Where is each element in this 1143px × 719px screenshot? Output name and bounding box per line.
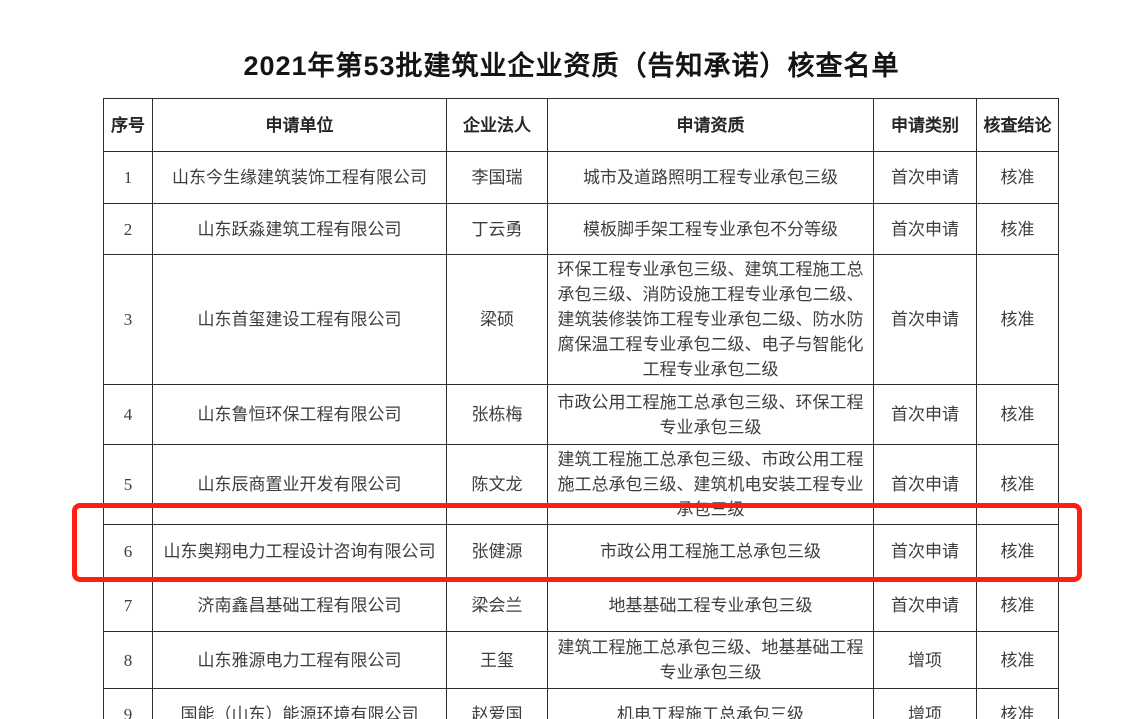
cell-legal: 梁硕 (446, 254, 548, 385)
cell-conclusion: 核准 (976, 578, 1059, 632)
cell-category: 首次申请 (873, 254, 977, 385)
cell-category: 首次申请 (873, 444, 977, 525)
cell-category: 首次申请 (873, 151, 977, 204)
page-title: 2021年第53批建筑业企业资质（告知承诺）核查名单 (243, 51, 900, 81)
cell-seq: 1 (103, 151, 153, 204)
cell-legal: 梁会兰 (446, 578, 548, 632)
cell-category: 增项 (873, 688, 977, 719)
cell-seq: 4 (103, 384, 153, 445)
cell-legal: 赵爱国 (446, 688, 548, 719)
cell-seq: 6 (103, 524, 153, 579)
cell-company: 山东奥翔电力工程设计咨询有限公司 (152, 524, 447, 579)
cell-qualification: 市政公用工程施工总承包三级 (547, 524, 874, 579)
table-row: 7 济南鑫昌基础工程有限公司 梁会兰 地基基础工程专业承包三级 首次申请 核准 (103, 578, 1059, 632)
cell-qualification: 建筑工程施工总承包三级、市政公用工程施工总承包三级、建筑机电安装工程专业承包三级 (547, 444, 874, 525)
table-row: 3 山东首玺建设工程有限公司 梁硕 环保工程专业承包三级、建筑工程施工总承包三级… (103, 254, 1059, 385)
column-header-category: 申请类别 (873, 98, 977, 152)
cell-legal: 张健源 (446, 524, 548, 579)
cell-legal: 陈文龙 (446, 444, 548, 525)
cell-category: 首次申请 (873, 578, 977, 632)
cell-seq: 5 (103, 444, 153, 525)
table-row: 5 山东辰商置业开发有限公司 陈文龙 建筑工程施工总承包三级、市政公用工程施工总… (103, 444, 1059, 525)
cell-company: 山东跃淼建筑工程有限公司 (152, 203, 447, 255)
cell-qualification: 地基基础工程专业承包三级 (547, 578, 874, 632)
cell-conclusion: 核准 (976, 203, 1059, 255)
cell-conclusion: 核准 (976, 524, 1059, 579)
table-row: 4 山东鲁恒环保工程有限公司 张栋梅 市政公用工程施工总承包三级、环保工程专业承… (103, 384, 1059, 445)
cell-conclusion: 核准 (976, 384, 1059, 445)
cell-seq: 7 (103, 578, 153, 632)
cell-qualification: 环保工程专业承包三级、建筑工程施工总承包三级、消防设施工程专业承包二级、建筑装修… (547, 254, 874, 385)
column-header-seq: 序号 (103, 98, 153, 152)
column-header-legal: 企业法人 (446, 98, 548, 152)
cell-seq: 8 (103, 631, 153, 689)
column-header-qualification: 申请资质 (547, 98, 874, 152)
cell-company: 国能（山东）能源环境有限公司 (152, 688, 447, 719)
cell-conclusion: 核准 (976, 631, 1059, 689)
cell-company: 山东鲁恒环保工程有限公司 (152, 384, 447, 445)
cell-seq: 3 (103, 254, 153, 385)
cell-conclusion: 核准 (976, 151, 1059, 204)
cell-category: 首次申请 (873, 524, 977, 579)
cell-qualification: 市政公用工程施工总承包三级、环保工程专业承包三级 (547, 384, 874, 445)
table-row-highlighted: 6 山东奥翔电力工程设计咨询有限公司 张健源 市政公用工程施工总承包三级 首次申… (103, 524, 1059, 579)
cell-conclusion: 核准 (976, 688, 1059, 719)
table-row: 8 山东雅源电力工程有限公司 王玺 建筑工程施工总承包三级、地基基础工程专业承包… (103, 631, 1059, 689)
cell-legal: 李国瑞 (446, 151, 548, 204)
cell-category: 首次申请 (873, 203, 977, 255)
column-header-company: 申请单位 (152, 98, 447, 152)
cell-qualification: 模板脚手架工程专业承包不分等级 (547, 203, 874, 255)
table-row: 1 山东今生缘建筑装饰工程有限公司 李国瑞 城市及道路照明工程专业承包三级 首次… (103, 151, 1059, 204)
cell-company: 山东雅源电力工程有限公司 (152, 631, 447, 689)
cell-company: 济南鑫昌基础工程有限公司 (152, 578, 447, 632)
cell-conclusion: 核准 (976, 444, 1059, 525)
cell-conclusion: 核准 (976, 254, 1059, 385)
cell-qualification: 城市及道路照明工程专业承包三级 (547, 151, 874, 204)
qualification-table: 序号 申请单位 企业法人 申请资质 申请类别 核查结论 1 山东今生缘建筑装饰工… (103, 98, 1059, 719)
cell-company: 山东今生缘建筑装饰工程有限公司 (152, 151, 447, 204)
cell-qualification: 建筑工程施工总承包三级、地基基础工程专业承包三级 (547, 631, 874, 689)
table-row: 2 山东跃淼建筑工程有限公司 丁云勇 模板脚手架工程专业承包不分等级 首次申请 … (103, 203, 1059, 255)
table-header-row: 序号 申请单位 企业法人 申请资质 申请类别 核查结论 (103, 98, 1059, 152)
column-header-conclusion: 核查结论 (976, 98, 1059, 152)
cell-qualification: 机电工程施工总承包三级 (547, 688, 874, 719)
cell-company: 山东辰商置业开发有限公司 (152, 444, 447, 525)
cell-legal: 丁云勇 (446, 203, 548, 255)
cell-legal: 王玺 (446, 631, 548, 689)
table-row: 9 国能（山东）能源环境有限公司 赵爱国 机电工程施工总承包三级 增项 核准 (103, 688, 1059, 719)
cell-category: 首次申请 (873, 384, 977, 445)
cell-company: 山东首玺建设工程有限公司 (152, 254, 447, 385)
cell-category: 增项 (873, 631, 977, 689)
cell-legal: 张栋梅 (446, 384, 548, 445)
cell-seq: 2 (103, 203, 153, 255)
cell-seq: 9 (103, 688, 153, 719)
